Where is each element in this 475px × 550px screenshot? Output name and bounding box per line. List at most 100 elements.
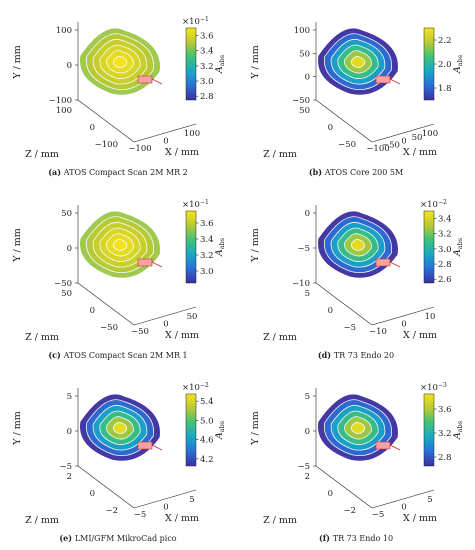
x-axis-label: X / mm (165, 513, 199, 524)
y-tick-label: −10 (292, 279, 310, 289)
colorbar-tick-label: 3.0 (200, 267, 214, 277)
y-tick-label: −50 (54, 279, 72, 289)
panel-caption: (a) ATOS Compact Scan 2M MR 2 (48, 167, 188, 177)
y-axis-label: Y / mm (12, 45, 23, 80)
y-tick-label: 0 (305, 73, 310, 83)
colorbar-tick-label: 3.6 (438, 405, 452, 415)
colorbar-tick-label: 2.8 (200, 92, 214, 102)
colorbar-label: Aabs (452, 421, 464, 440)
colorbar-tick-label: 2.8 (438, 453, 452, 463)
y-tick-label: −5 (297, 244, 310, 254)
panel-6: 5 0 −5 Y / mm 2 0 −2 Z / mm −5 0 5 X / mm 3.6 3.2 2.8 ×… (250, 382, 464, 543)
contour-band (112, 55, 128, 68)
x-axis-label: X / mm (403, 147, 437, 158)
z-tick-label: −100 (95, 140, 118, 150)
colorbar-label: Aabs (452, 238, 464, 257)
colorbar-tick-label: 3.2 (438, 230, 452, 240)
colorbar-tick-label: 3.4 (200, 235, 214, 245)
y-tick-label: 0 (67, 244, 72, 254)
x-tick-label: 0 (163, 503, 168, 513)
colorbar (185, 210, 197, 284)
probe-marker (137, 75, 153, 84)
z-tick-label: −50 (100, 323, 118, 333)
y-tick-label: 0 (305, 427, 310, 437)
z-axis-line (77, 465, 135, 509)
z-axis-label: Z / mm (263, 332, 297, 343)
y-axis-label: Y / mm (12, 228, 23, 263)
x-axis-line (371, 123, 435, 143)
x-tick-label: 100 (422, 129, 438, 139)
x-tick-label: 5 (427, 495, 432, 505)
z-tick-label: −2 (343, 506, 356, 516)
colorbar-tick-label: 3.0 (438, 245, 452, 255)
probe-tip (389, 78, 401, 85)
panel-4: 0 −5 −10 Y / mm 5 0 −5 Z / mm −10 0 10 X / mm 3.4 3.2… (250, 199, 464, 360)
colorbar-label: Aabs (214, 55, 226, 74)
colorbar-tick-label: 5.0 (200, 416, 214, 426)
colorbar-tick-label: 5.4 (200, 397, 214, 407)
x-tick-label: 50 (187, 312, 198, 322)
colorbar-tick-label: 2.8 (438, 260, 452, 270)
colorbar-tick-label: 3.6 (200, 219, 214, 229)
y-tick-label: 50 (61, 209, 72, 219)
z-tick-label: −5 (343, 323, 356, 333)
z-tick-label: 50 (299, 106, 310, 116)
colorbar-exponent: ×10−2 (182, 382, 209, 393)
probe-marker (375, 258, 391, 267)
colorbar-tick-label: 3.6 (200, 32, 214, 42)
panel-caption: (f) TR 73 Endo 10 (319, 533, 393, 543)
z-tick-label: 0 (328, 306, 333, 316)
y-tick-label: −5 (59, 462, 72, 472)
x-axis-line (371, 489, 435, 509)
x-tick-label: −50 (382, 140, 400, 150)
x-axis-line (133, 123, 197, 143)
contour-band (112, 238, 128, 251)
colorbar-label: Aabs (214, 421, 226, 440)
z-axis-label: Z / mm (263, 515, 297, 526)
y-tick-label: 5 (305, 392, 310, 402)
z-tick-label: 0 (90, 123, 95, 133)
panel-3: 50 0 −50 Y / mm 50 0 −50 Z / mm −50 0 50 X / mm 3.6 3… (12, 199, 226, 360)
colorbar-tick-label: 4.2 (200, 455, 214, 465)
z-axis-line (77, 99, 135, 143)
z-tick-label: 2 (67, 472, 72, 482)
x-axis-line (133, 306, 197, 326)
x-tick-label: 50 (412, 133, 423, 143)
z-axis-line (315, 282, 373, 326)
colorbar-tick-label: 1.8 (438, 84, 452, 94)
probe-marker (137, 258, 153, 267)
z-tick-label: −50 (338, 140, 356, 150)
x-tick-label: −10 (369, 327, 387, 337)
colorbar (185, 27, 197, 101)
y-tick-label: 50 (299, 49, 310, 59)
z-axis-label: Z / mm (25, 149, 59, 160)
colorbar-tick-label: 3.2 (438, 429, 452, 439)
z-tick-label: 0 (328, 123, 333, 133)
colorbar-label: Aabs (452, 55, 464, 74)
z-tick-label: 0 (90, 489, 95, 499)
z-tick-label: 2 (305, 472, 310, 482)
y-tick-label: −50 (292, 96, 310, 106)
x-axis-label: X / mm (403, 330, 437, 341)
panel-caption: (c) ATOS Compact Scan 2M MR 1 (48, 350, 187, 360)
y-axis-label: Y / mm (250, 45, 261, 80)
colorbar-exponent: ×10−3 (420, 382, 447, 393)
z-tick-label: 0 (90, 306, 95, 316)
contour-band (350, 421, 366, 434)
panel-caption: (b) ATOS Core 200 5M (309, 167, 403, 177)
z-tick-label: 50 (61, 289, 72, 299)
z-axis-line (315, 465, 373, 509)
colorbar (423, 393, 435, 467)
probe-tip (151, 261, 163, 268)
colorbar-tick-label: 2.2 (438, 36, 452, 46)
x-tick-label: 0 (163, 320, 168, 330)
y-tick-label: 100 (56, 26, 72, 36)
colorbar-label: Aabs (214, 238, 226, 257)
x-tick-label: 10 (425, 312, 436, 322)
colorbar-tick-label: 3.0 (200, 77, 214, 87)
colorbar-tick-label: 4.6 (200, 436, 214, 446)
x-tick-label: 0 (401, 503, 406, 513)
